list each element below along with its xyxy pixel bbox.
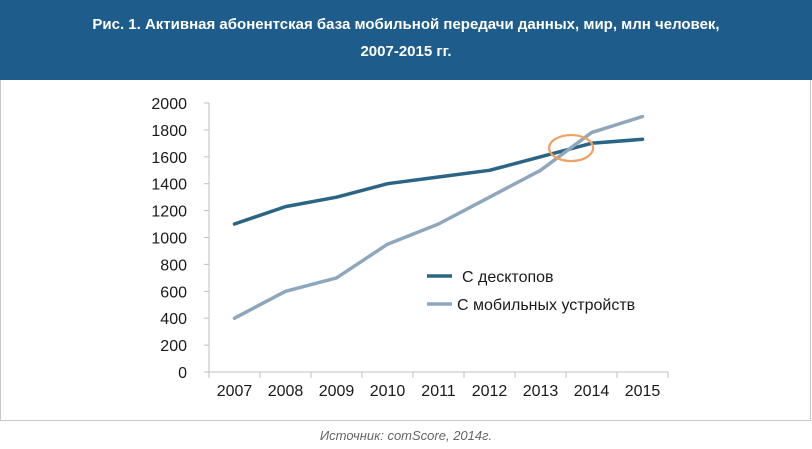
data-point bbox=[590, 131, 593, 135]
chart-title-line-2: 2007-2015 гг. bbox=[360, 43, 452, 60]
y-tick-label: 0 bbox=[178, 365, 187, 382]
data-point bbox=[539, 168, 542, 172]
y-tick-label: 1200 bbox=[151, 204, 187, 221]
x-tick-label: 2008 bbox=[268, 383, 304, 400]
y-tick-label: 1600 bbox=[151, 150, 187, 167]
legend-label-mobile: С мобильных устройств bbox=[457, 297, 635, 314]
data-point bbox=[641, 114, 644, 118]
data-point bbox=[335, 195, 338, 199]
y-tick-label: 200 bbox=[160, 338, 187, 355]
y-tick-label: 1800 bbox=[151, 123, 187, 140]
x-tick-label: 2010 bbox=[370, 383, 406, 400]
data-point bbox=[437, 175, 440, 179]
data-point bbox=[488, 195, 491, 199]
legend-label-desktop: С десктопов bbox=[462, 269, 554, 286]
legend: С десктопов С мобильных устройств bbox=[427, 269, 635, 314]
data-point bbox=[233, 316, 236, 320]
data-point bbox=[335, 276, 338, 280]
y-tick-label: 1400 bbox=[151, 177, 187, 194]
data-point bbox=[386, 242, 389, 246]
crossover-highlight-ellipse bbox=[547, 133, 595, 163]
x-tick-label: 2012 bbox=[472, 383, 508, 400]
chart-title-line-1: Рис. 1. Активная абонентская база мобиль… bbox=[92, 16, 720, 33]
x-tick-label: 2007 bbox=[217, 383, 253, 400]
data-point bbox=[437, 222, 440, 226]
series-line-desktop bbox=[232, 137, 645, 226]
x-tick-label: 2014 bbox=[574, 383, 610, 400]
y-tick-label: 1000 bbox=[151, 231, 187, 248]
x-tick-label: 2011 bbox=[421, 383, 456, 400]
x-tick-label: 2009 bbox=[319, 383, 355, 400]
y-tick-label: 800 bbox=[160, 257, 187, 274]
source-caption: Источник: comScore, 2014г. bbox=[319, 428, 493, 443]
y-tick-label: 2000 bbox=[151, 96, 187, 113]
x-axis-ticks: 2007 2008 2009 2010 2011 2012 2013 2014 2015 bbox=[208, 372, 669, 400]
data-point bbox=[641, 137, 644, 141]
y-tick-label: 400 bbox=[160, 311, 187, 328]
data-point bbox=[284, 289, 287, 293]
series-lines bbox=[232, 114, 645, 320]
chart-panel bbox=[0, 80, 811, 421]
data-point bbox=[233, 222, 236, 226]
x-tick-label: 2013 bbox=[523, 383, 559, 400]
data-point bbox=[539, 155, 542, 159]
data-point bbox=[488, 168, 491, 172]
annotation-layer bbox=[547, 133, 595, 163]
y-tick-label: 600 bbox=[160, 284, 187, 301]
data-point bbox=[386, 182, 389, 186]
chart-title-banner: Рис. 1. Активная абонентская база мобиль… bbox=[0, 0, 812, 80]
line-chart: 0 200 400 600 800 1000 1200 1400 1600 1800 2000 20… bbox=[151, 96, 669, 400]
x-tick-label: 2015 bbox=[625, 383, 661, 400]
data-point bbox=[284, 205, 287, 209]
y-axis-ticks: 0 200 400 600 800 1000 1200 1400 1600 1800 2000 bbox=[151, 96, 209, 382]
